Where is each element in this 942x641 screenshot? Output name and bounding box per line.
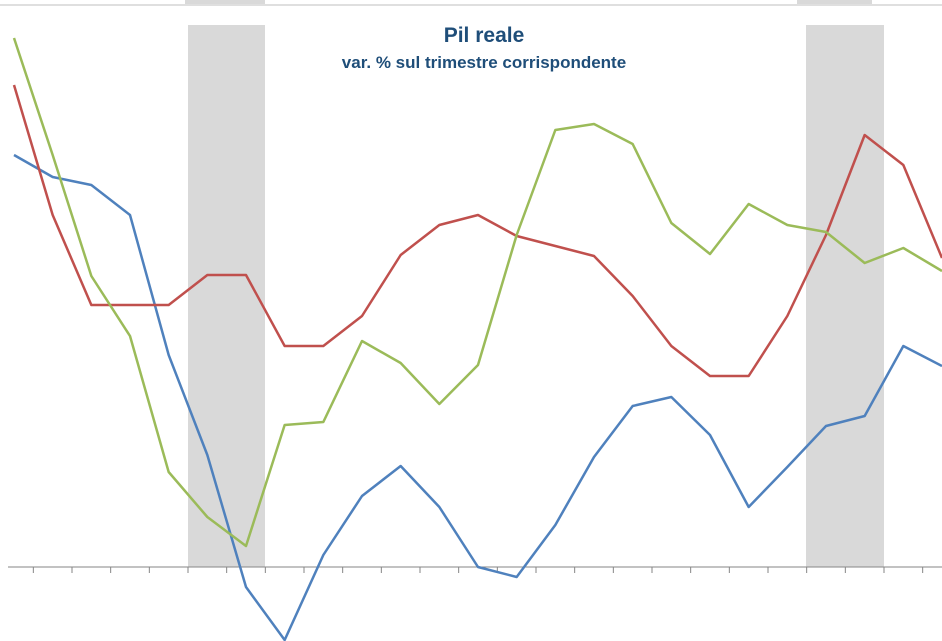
series-line — [12, 84, 942, 378]
chart-title: Pil reale — [444, 24, 525, 47]
recession-band — [806, 25, 884, 567]
series-line — [12, 37, 942, 548]
recession-band — [188, 25, 265, 567]
top-shade — [185, 0, 265, 4]
series-line — [13, 153, 942, 641]
top-shade — [797, 0, 872, 4]
chart-subtitle: var. % sul trimestre corrispondente — [342, 53, 626, 72]
